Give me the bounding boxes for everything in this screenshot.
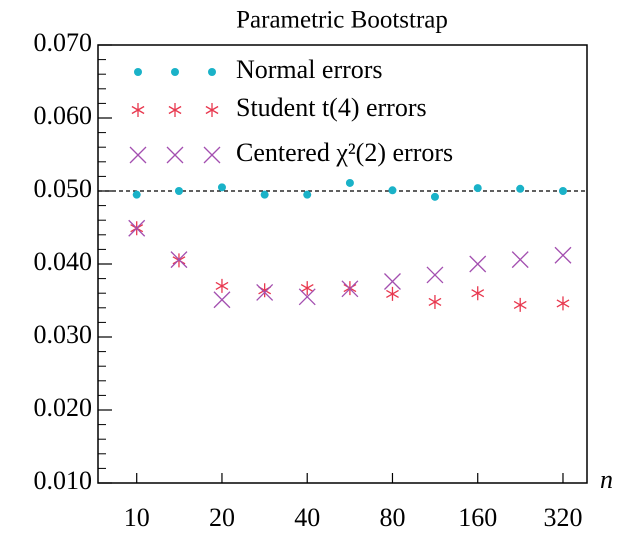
legend-marker <box>208 68 216 76</box>
legend-marker <box>168 103 182 117</box>
data-point <box>516 184 525 193</box>
y-tick-label: 0.060 <box>34 101 93 130</box>
y-tick-label: 0.070 <box>34 28 93 57</box>
data-point <box>428 294 442 309</box>
data-point <box>384 273 401 290</box>
x-tick-label: 20 <box>209 503 235 532</box>
data-point <box>556 296 570 311</box>
x-tick-label: 160 <box>458 503 497 532</box>
y-tick-label: 0.050 <box>34 174 93 203</box>
data-point <box>473 184 482 193</box>
y-tick-label: 0.020 <box>34 393 93 422</box>
legend-label: Normal errors <box>236 55 383 84</box>
data-point <box>258 283 272 298</box>
legend-label: Centered χ²(2) errors <box>236 138 453 167</box>
y-tick-label: 0.040 <box>34 247 93 276</box>
data-point <box>298 288 316 306</box>
y-tick-label: 0.010 <box>34 466 93 495</box>
data-point <box>469 255 487 273</box>
legend-marker <box>166 146 184 164</box>
legend-marker <box>205 103 219 117</box>
data-point <box>260 190 269 199</box>
data-point <box>132 190 141 199</box>
data-point <box>426 266 444 284</box>
data-point <box>513 297 527 312</box>
data-point <box>345 178 354 187</box>
x-tick-label: 80 <box>379 503 405 532</box>
x-axis-label: n <box>600 465 613 494</box>
legend-marker <box>203 146 221 164</box>
data-point <box>430 192 439 201</box>
data-point <box>128 219 146 237</box>
legend-marker <box>134 68 142 76</box>
data-point <box>170 251 188 269</box>
chart-title: Parametric Bootstrap <box>236 7 448 34</box>
data-point <box>300 281 314 296</box>
legend-marker <box>171 68 179 76</box>
legend-label: Student t(4) errors <box>236 93 427 122</box>
data-point <box>554 246 572 264</box>
y-tick-label: 0.030 <box>34 320 93 349</box>
data-point <box>388 186 397 195</box>
data-point <box>341 280 359 298</box>
data-point <box>217 183 226 192</box>
data-point <box>386 286 399 301</box>
data-point <box>558 187 567 195</box>
data-point <box>471 286 485 301</box>
legend-marker <box>131 103 145 117</box>
data-point <box>303 190 312 199</box>
data-point <box>215 278 229 293</box>
legend-marker <box>129 146 147 164</box>
data-point <box>511 251 529 269</box>
data-point <box>174 187 183 195</box>
data-point <box>213 291 231 309</box>
x-tick-label: 10 <box>124 503 150 532</box>
x-tick-label: 320 <box>543 503 582 532</box>
x-tick-label: 40 <box>294 503 320 532</box>
data-point <box>256 284 274 301</box>
